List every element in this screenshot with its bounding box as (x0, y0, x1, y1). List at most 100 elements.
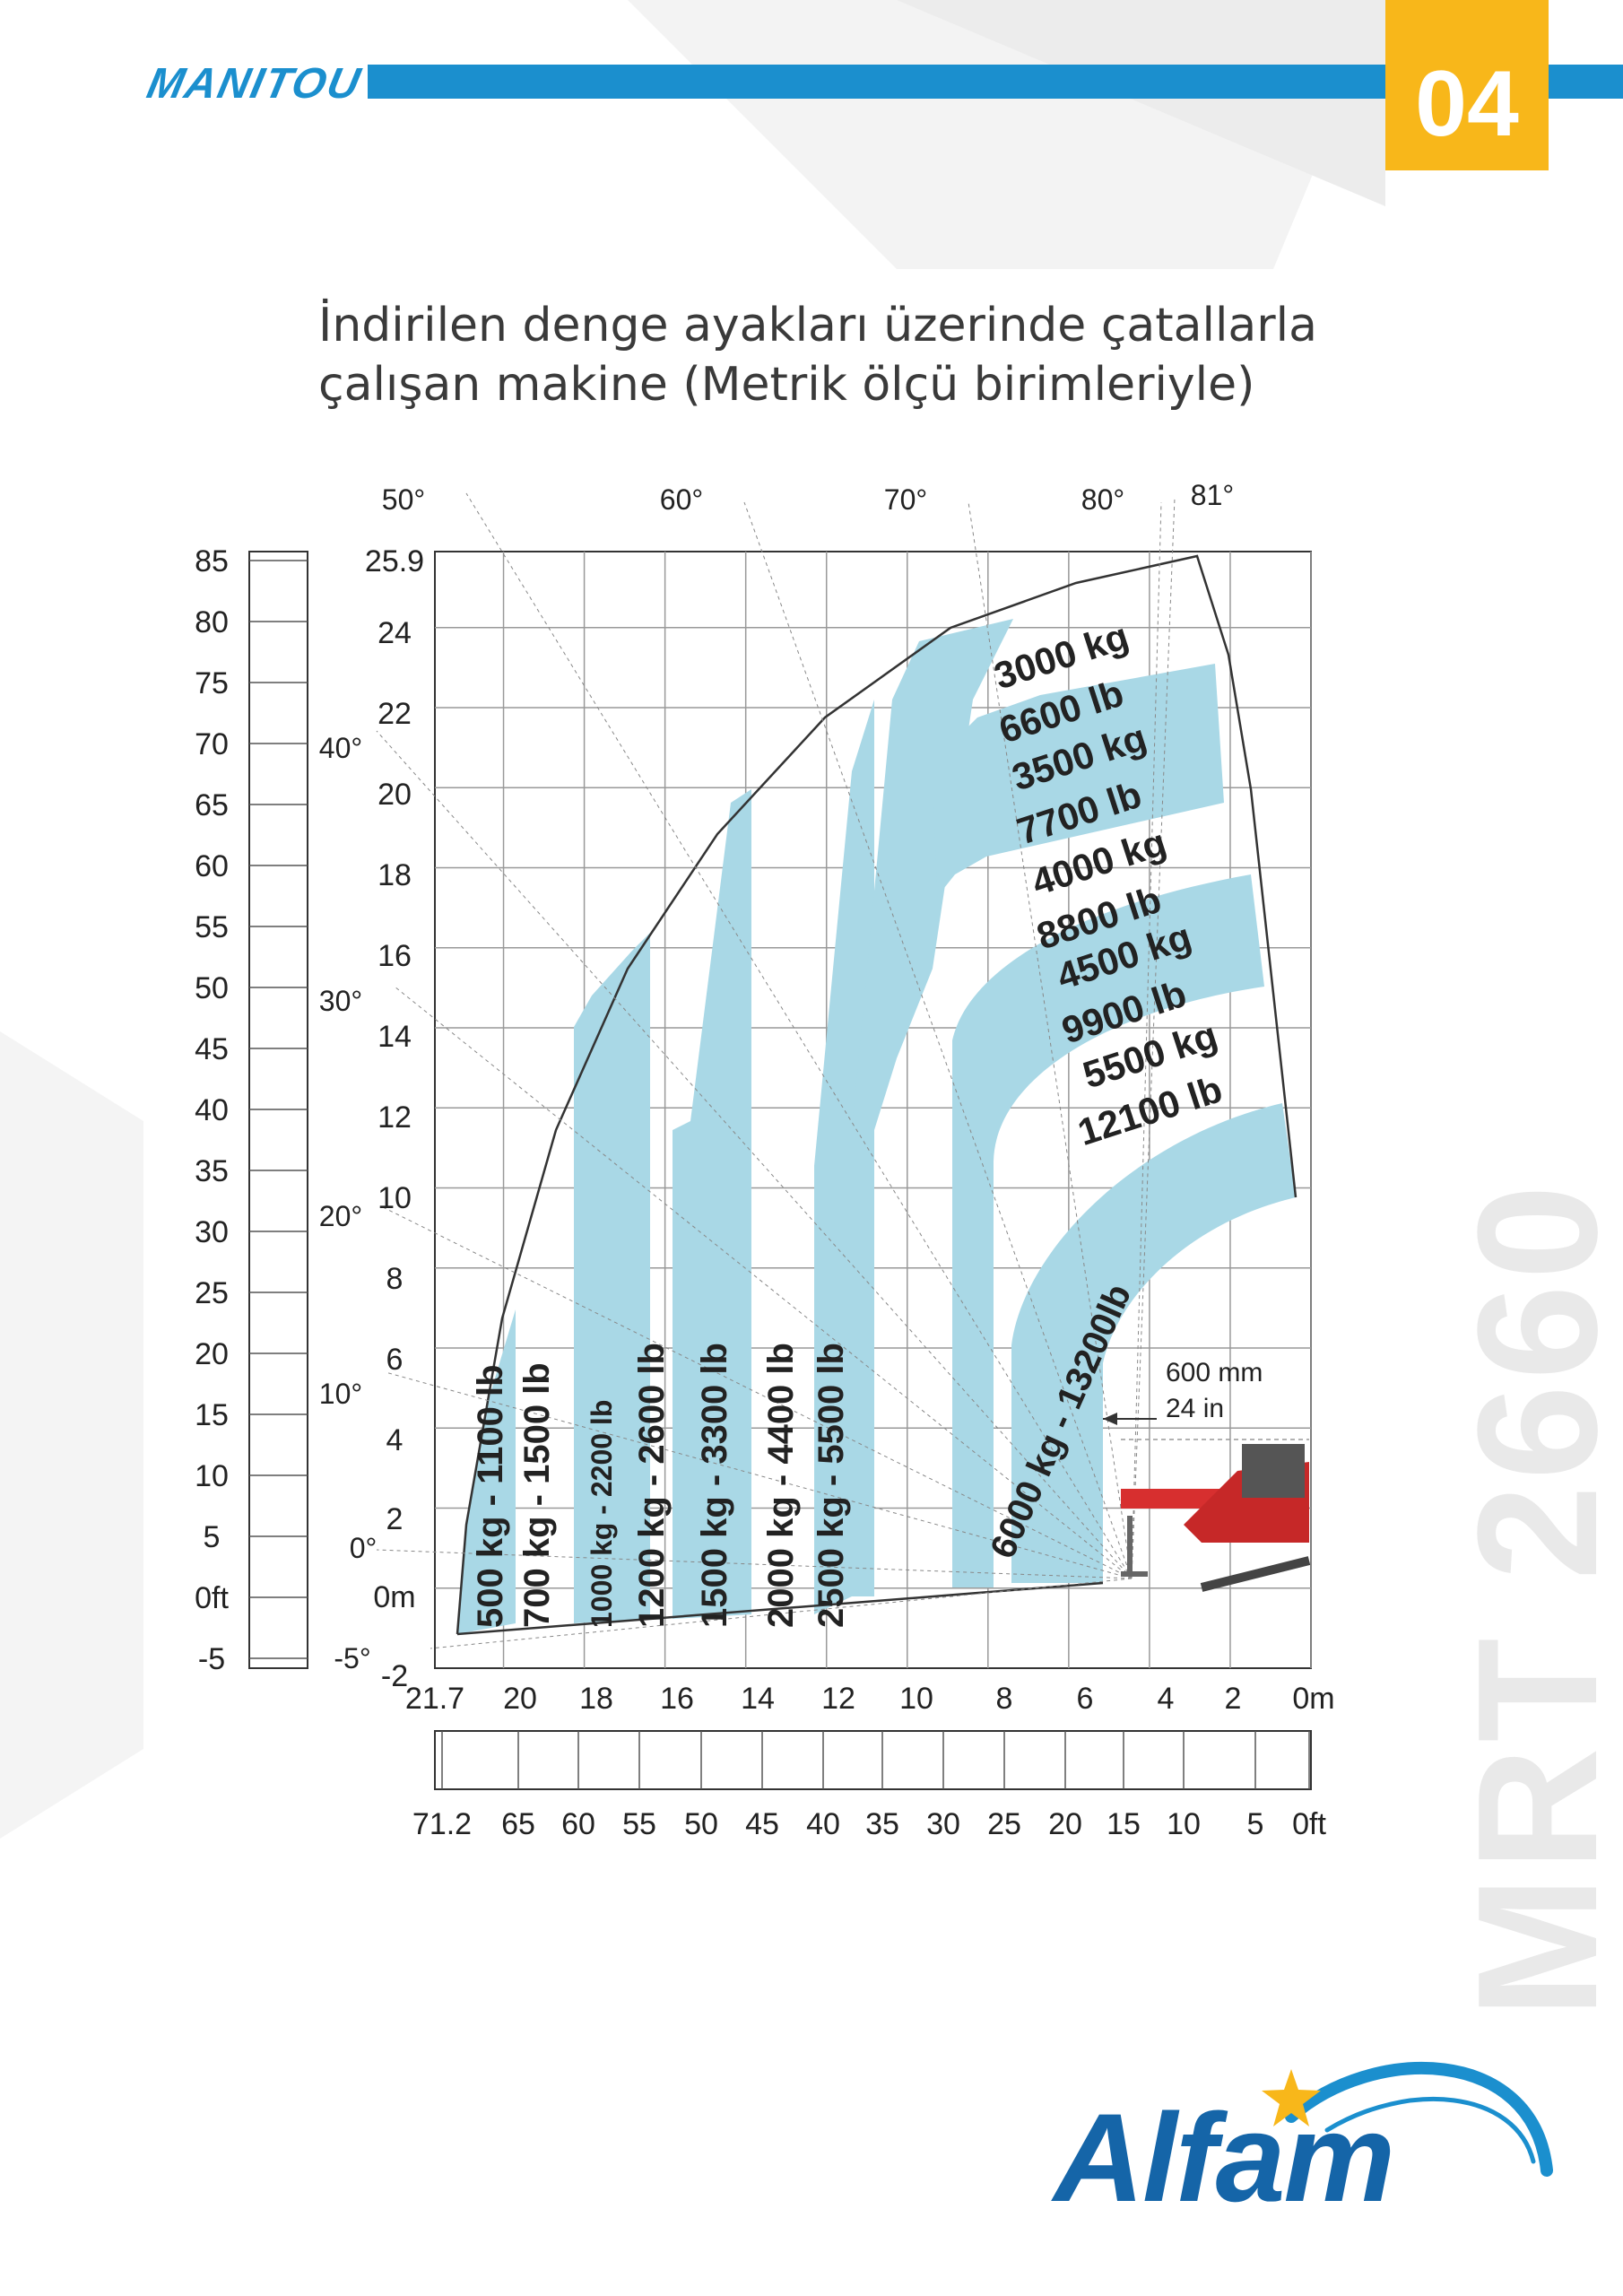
zone-label-vertical: 2500 kg - 5500 lb (812, 1343, 851, 1628)
angle-guide-line (1131, 501, 1162, 1579)
y-axis-tick-ft: 45 (195, 1032, 229, 1066)
y-axis-tick-ft: 75 (195, 666, 229, 700)
angle-label: -5° (334, 1642, 370, 1674)
y-axis-tick-m: 18 (378, 858, 412, 892)
y-axis-tick-ft: 70 (195, 727, 229, 761)
brand-logo: MANITOU (143, 60, 366, 108)
y-axis-tick-ft: 25 (195, 1276, 229, 1310)
angle-label: 70° (884, 483, 927, 516)
y-axis-tick-m: 14 (378, 1020, 412, 1054)
logo-swoosh-icon (1285, 2062, 1553, 2177)
load-center-in: 24 in (1166, 1394, 1224, 1423)
angle-guide-line (376, 730, 1133, 1579)
zone-band-1000kg (574, 933, 650, 1623)
y-axis-tick-ft: -5 (198, 1642, 225, 1676)
x-axis-tick-m: 6 (1077, 1682, 1094, 1716)
x-axis-tick-ft: 25 (987, 1807, 1021, 1841)
y-axis-tick-ft: 15 (195, 1398, 229, 1432)
y-axis-tick-m: 22 (378, 697, 412, 731)
x-axis-tick-m: 16 (660, 1682, 694, 1716)
x-axis-tick-ft: 50 (684, 1807, 718, 1841)
x-axis-tick-ft: 20 (1048, 1807, 1082, 1841)
y-axis-tick-ft: 60 (195, 849, 229, 883)
x-axis-tick-m: 14 (741, 1682, 775, 1716)
x-axis-tick-m: 4 (1158, 1682, 1175, 1716)
machine-stabilizer (1200, 1556, 1311, 1592)
angle-guide-line (968, 501, 1133, 1579)
y-axis-tick-m: 20 (378, 778, 412, 812)
x-axis-tick-ft: 15 (1107, 1807, 1141, 1841)
zone-label-vertical: 1000 kg - 2200 lb (586, 1400, 618, 1628)
logo-star-icon (1262, 2069, 1321, 2126)
angle-label: 10° (319, 1378, 362, 1410)
machine-cab (1242, 1444, 1305, 1498)
y-axis-tick-m: 24 (378, 616, 412, 650)
angle-label: 60° (660, 483, 703, 516)
y-axis-tick-m: 12 (378, 1100, 412, 1135)
y-axis-tick-m: 25.9 (365, 544, 424, 578)
x-axis-tick-ft: 60 (561, 1807, 595, 1841)
angle-label: 50° (382, 483, 425, 516)
zone-label-vertical: 500 kg - 1100 lb (471, 1364, 510, 1628)
machine-boom (1121, 1489, 1228, 1509)
y-axis-tick-ft: 40 (195, 1093, 229, 1127)
x-axis-tick-ft: 71.2 (412, 1807, 472, 1841)
x-axis-tick-m: 10 (899, 1682, 933, 1716)
brand-tab (0, 54, 368, 104)
x-axis-tick-m: 12 (821, 1682, 855, 1716)
load-center-arrowhead (1103, 1413, 1117, 1425)
y-axis-tick-m: 6 (386, 1343, 404, 1377)
zone-label-vertical: 1200 kg - 2600 lb (632, 1343, 672, 1628)
zone-band-6000kg (1011, 1103, 1296, 1583)
page-title: İndirilen denge ayakları üzerinde çatall… (318, 296, 1448, 414)
load-center-mm: 600 mm (1166, 1358, 1263, 1387)
y-axis-tick-m: 4 (386, 1423, 404, 1457)
x-axis-tick-ft: 35 (865, 1807, 899, 1841)
x-axis-tick-m: 2 (1225, 1682, 1242, 1716)
x-axis-tick-ft: 40 (806, 1807, 840, 1841)
zone-band-4500kg (952, 874, 1264, 1587)
load-chart: 50° 60° 70° 80° 81° 40° 30° 20° 10° 0° -5° 500 kg -… (195, 479, 1335, 1841)
page-number-badge: 04 (1385, 0, 1549, 170)
envelope-bottom (456, 1581, 1104, 1636)
angle-label: 40° (319, 732, 362, 764)
company-logo: Alfam (1054, 2087, 1395, 2228)
title-line-2: çalışan makine (Metrik ölçü birimleriyle… (318, 358, 1255, 412)
y-axis-tick-ft: 80 (195, 605, 229, 639)
y-axis-tick-ft: 10 (195, 1459, 229, 1493)
x-axis-tick-ft: 30 (926, 1807, 960, 1841)
angle-label: 0° (350, 1532, 378, 1564)
angle-guide-line (380, 1205, 1133, 1579)
x-axis-tick-m: 21.7 (405, 1682, 464, 1716)
x-axis-tick-m: 0m (1292, 1682, 1334, 1716)
y-axis-tick-m: 10 (378, 1181, 412, 1215)
y-axis-tick-m: 2 (386, 1502, 404, 1536)
zone-label-vertical: 1500 kg - 3300 lb (695, 1343, 734, 1628)
y-axis-tick-ft: 65 (195, 788, 229, 822)
zone-band-500kg (457, 1309, 516, 1634)
angle-guide-line (1131, 497, 1176, 1579)
angle-label: 81° (1191, 479, 1234, 511)
angle-guide-line (430, 1578, 1133, 1649)
y-axis-tick-ft: 5 (204, 1520, 221, 1554)
angle-label: 80° (1081, 483, 1124, 516)
zone-band-1500kg (673, 789, 751, 1619)
y-axis-tick-ft: 0ft (195, 1581, 229, 1615)
y-axis-tick-ft: 55 (195, 910, 229, 944)
x-axis-tick-ft: 10 (1167, 1807, 1201, 1841)
zone-label-vertical: 700 kg - 1500 lb (517, 1362, 557, 1628)
x-axis-tick-m: 20 (503, 1682, 537, 1716)
y-axis-tick-ft: 50 (195, 971, 229, 1005)
zone-band-3500kg (933, 664, 1224, 897)
feet-ruler-bottom (434, 1730, 1312, 1790)
y-axis-tick-ft: 85 (195, 544, 229, 578)
y-axis-tick-m: 16 (378, 939, 412, 973)
x-axis-tick-ft: 65 (501, 1807, 535, 1841)
y-axis-tick-m: 8 (386, 1262, 404, 1296)
zone-label-vertical: 2000 kg - 4400 lb (761, 1343, 801, 1628)
x-axis-tick-ft: 5 (1247, 1807, 1264, 1841)
x-axis-tick-m: 18 (579, 1682, 613, 1716)
x-axis-tick-ft: 55 (622, 1807, 656, 1841)
title-line-1: İndirilen denge ayakları üzerinde çatall… (318, 299, 1317, 352)
zone-band-3000kg (852, 619, 1013, 1596)
